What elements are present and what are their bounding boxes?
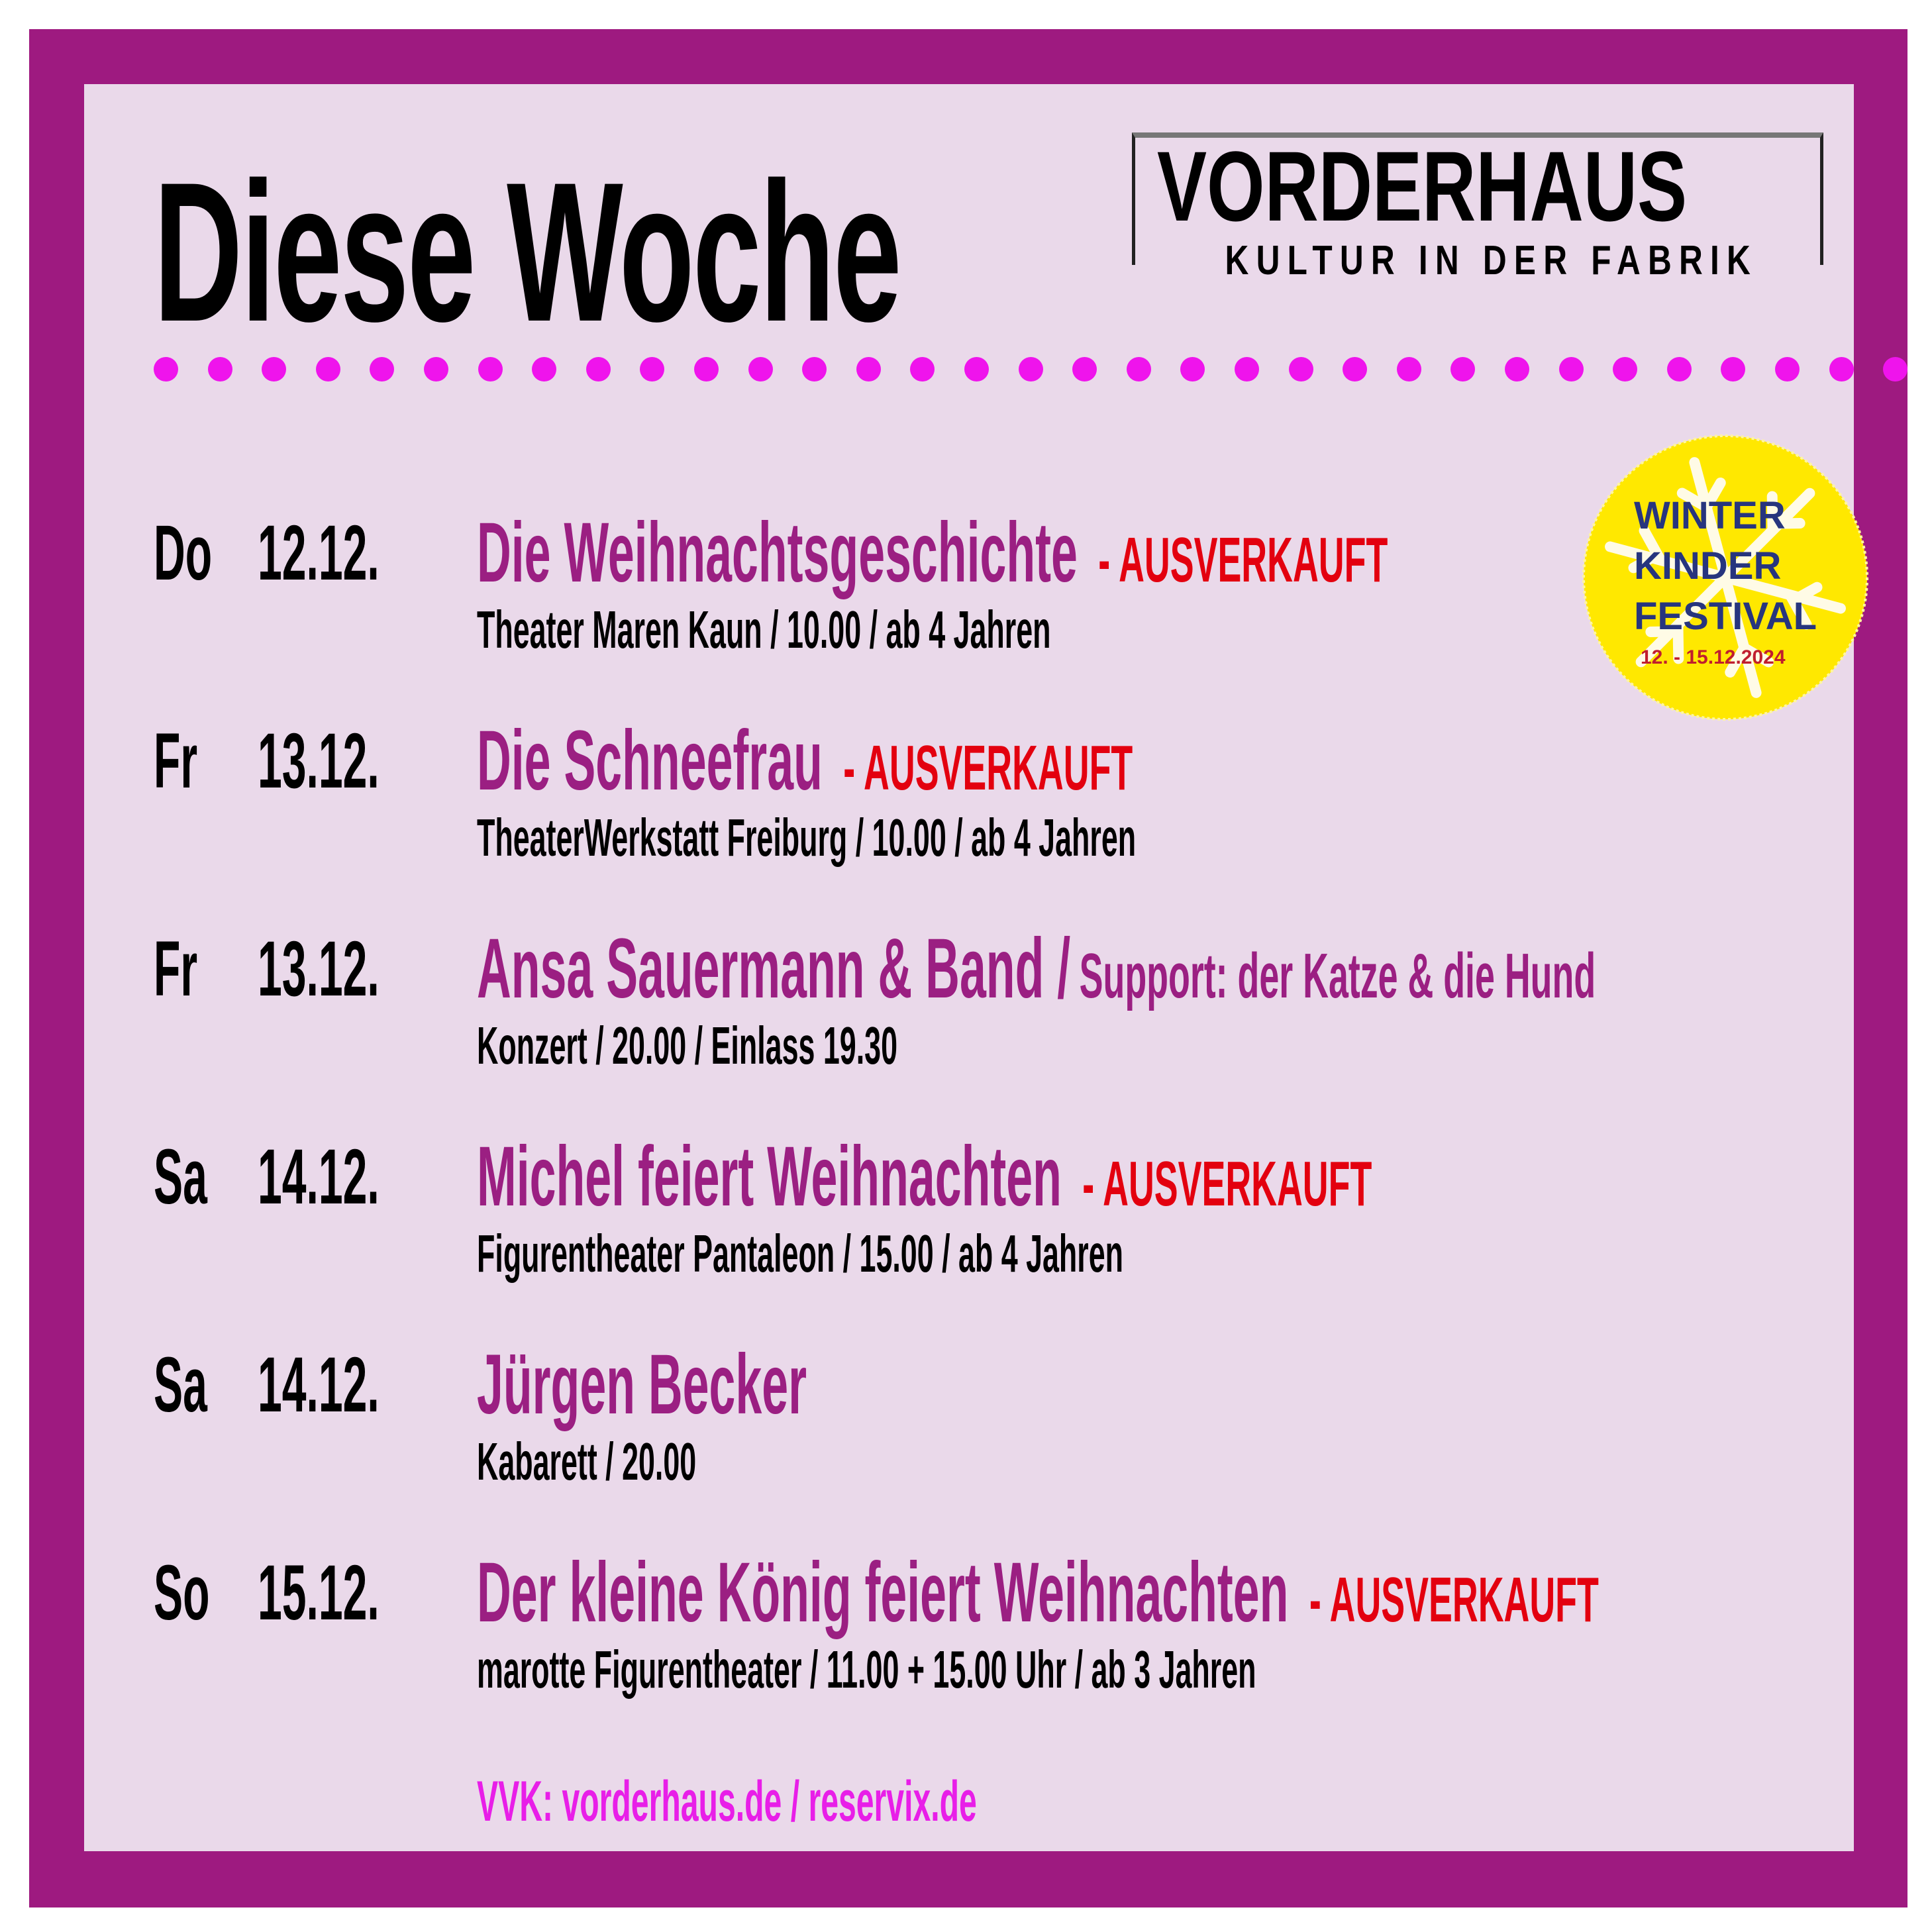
event-title[interactable]: Die Schneefrau [477, 713, 823, 808]
divider-dot [478, 357, 503, 381]
divider-dot [1072, 357, 1097, 381]
divider-dot [1288, 357, 1313, 381]
event-row: Fr 13.12. Die Schneefrau - AUSVERKAUFT Th… [0, 718, 1932, 917]
event-info: Konzert / 20.00 / Einlass 19.30 [477, 1016, 897, 1075]
event-row: Fr 13.12. Ansa Sauermann & Band / Support… [0, 926, 1932, 1125]
logo-tagline: KULTUR IN DER FABRIK [1225, 238, 1758, 283]
divider-dot [640, 357, 665, 381]
event-info: Figurentheater Pantaleon / 15.00 / ab 4 … [477, 1224, 1123, 1283]
winter-kinder-festival-badge: WINTER KINDER FESTIVAL 12. - 15.12.2024 [1582, 434, 1868, 721]
event-title[interactable]: Jürgen Becker [477, 1337, 807, 1432]
event-info: Theater Maren Kaun / 10.00 / ab 4 Jahren [477, 600, 1051, 659]
event-row: Sa 14.12. Jürgen Becker Kabarett / 20.00 [0, 1342, 1932, 1541]
event-day: Fr [154, 925, 198, 1013]
divider-dot [532, 357, 557, 381]
event-date: 12.12. [258, 509, 380, 597]
badge-dates: 12. - 15.12.2024 [1641, 646, 1786, 668]
divider-dot [1235, 357, 1259, 381]
snowflake-icon [1605, 457, 1846, 698]
vorderhaus-logo: VORDERHAUS KULTUR IN DER FABRIK [1132, 130, 1823, 285]
divider-dot [424, 357, 448, 381]
event-row: So 15.12. Der kleine König feiert Weihna… [0, 1550, 1932, 1749]
divider-dot [1450, 357, 1476, 381]
event-date: 14.12. [258, 1341, 380, 1429]
event-info: Kabarett / 20.00 [477, 1432, 697, 1491]
divider-dot [910, 357, 935, 381]
divider-dot [694, 357, 719, 381]
sold-out-label: - AUSVERKAUFT [1098, 525, 1388, 595]
event-date: 14.12. [258, 1133, 380, 1221]
divider-dot [1396, 357, 1421, 381]
page-title: Diese Woche [154, 140, 902, 363]
divider-dot [1883, 357, 1908, 381]
event-date: 15.12. [258, 1549, 380, 1637]
divider-dot [1343, 357, 1368, 381]
event-day: Sa [154, 1133, 207, 1221]
divider-dot [856, 357, 881, 381]
event-date: 13.12. [258, 925, 380, 1013]
event-info: TheaterWerkstatt Freiburg / 10.00 / ab 4… [477, 808, 1137, 867]
divider-dot [207, 357, 232, 381]
sold-out-label: - AUSVERKAUFT [1309, 1564, 1599, 1635]
divider-dot [748, 357, 773, 381]
sold-out-label: - AUSVERKAUFT [843, 733, 1133, 803]
badge-line-2: KINDER [1634, 544, 1781, 587]
divider-dot [1126, 357, 1151, 381]
dotted-divider [0, 357, 1932, 381]
event-day: Do [154, 509, 213, 597]
divider-dot [1018, 357, 1043, 381]
divider-dot [1505, 357, 1529, 381]
divider-dot [802, 357, 827, 381]
logo-frame [1132, 132, 1823, 265]
support-act: Support: der Katze & die Hund [1079, 941, 1596, 1011]
divider-dot [1558, 357, 1584, 381]
event-title[interactable]: Die Weihnachtsgeschichte [477, 505, 1078, 600]
divider-dot [964, 357, 989, 381]
divider-dot [370, 357, 395, 381]
event-title[interactable]: Michel feiert Weihnachten [477, 1129, 1062, 1224]
event-day: So [154, 1549, 210, 1637]
presale-links[interactable]: VVK: vorderhaus.de / reservix.de [477, 1770, 977, 1833]
event-day: Fr [154, 717, 198, 805]
event-title[interactable]: Der kleine König feiert Weihnachten [477, 1545, 1289, 1640]
event-row: Do 12.12. Die Weihnachtsgeschichte - AUSV… [0, 510, 1932, 709]
divider-dot [262, 357, 287, 381]
event-row: Sa 14.12. Michel feiert Weihnachten - AUS… [0, 1134, 1932, 1333]
event-info: marotte Figurentheater / 11.00 + 15.00 U… [477, 1640, 1256, 1699]
badge-line-3: FESTIVAL [1634, 595, 1817, 638]
divider-dot [1180, 357, 1205, 381]
event-day: Sa [154, 1341, 207, 1429]
sold-out-label: - AUSVERKAUFT [1082, 1148, 1372, 1219]
logo-name: VORDERHAUS [1157, 130, 1688, 242]
divider-dot [1775, 357, 1800, 381]
divider-dot [1613, 357, 1638, 381]
divider-dot [315, 357, 340, 381]
badge-line-1: WINTER [1634, 494, 1786, 537]
event-date: 13.12. [258, 717, 380, 805]
divider-dot [154, 357, 178, 381]
divider-dot [1721, 357, 1746, 381]
divider-dot [585, 357, 611, 381]
divider-dot [1666, 357, 1692, 381]
divider-dot [1829, 357, 1854, 381]
event-title[interactable]: Ansa Sauermann & Band / [477, 921, 1071, 1016]
